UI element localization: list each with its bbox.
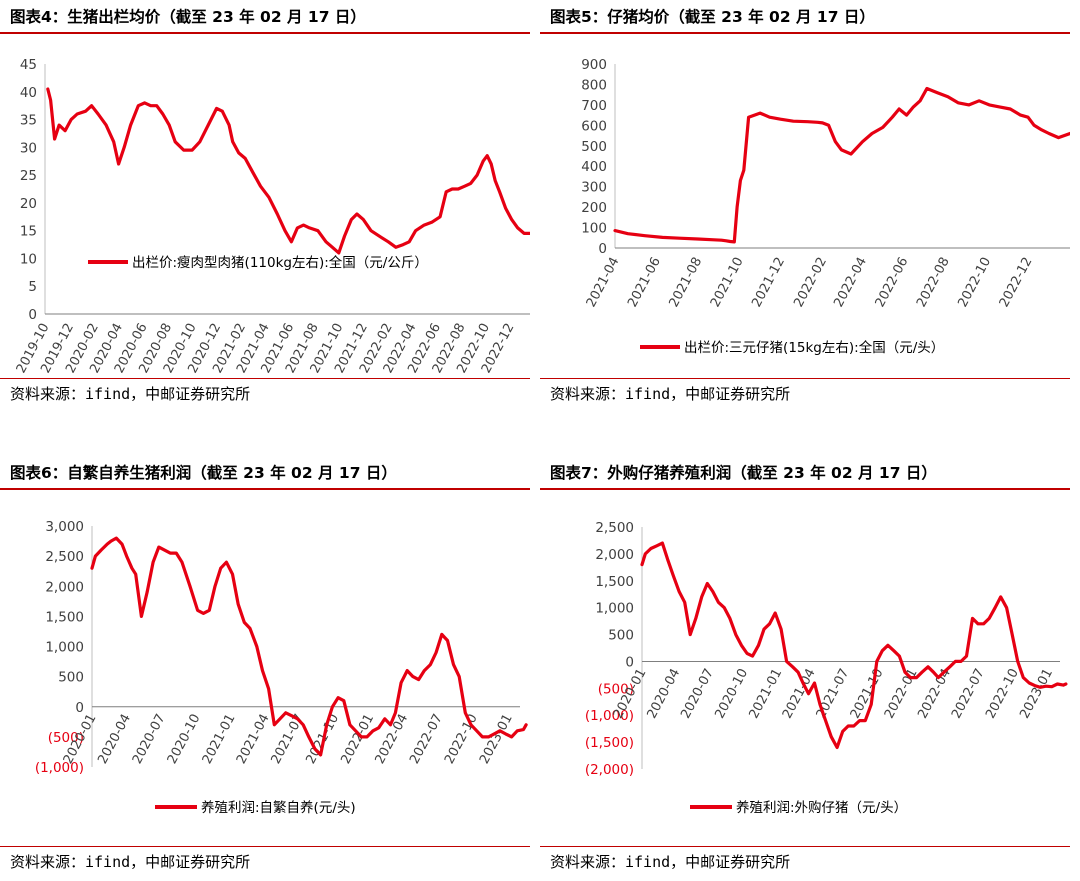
x-tick-label: 2021-06 (625, 255, 664, 310)
x-tick-label: 2021-12 (749, 255, 788, 310)
y-tick-label: 20 (20, 196, 37, 212)
source-note: 资料来源：ifind，中邮证券研究所 (540, 378, 1070, 408)
source-note: 资料来源：ifind，中邮证券研究所 (540, 846, 1070, 876)
panel-hog-price: 图表4：生猪出栏均价（截至 23 年 02 月 17 日） 0 5 10 15 20 25… (0, 0, 530, 412)
y-tick-label: 900 (581, 57, 607, 73)
x-tick-label: 2022-10 (983, 666, 1022, 721)
y-tick-label: 2,500 (45, 549, 84, 565)
x-tick-label: 2020-07 (130, 712, 169, 767)
self-bred-profit-line-chart: (1,000) (500) 0 500 1,000 1,500 2,000 2,500 3,00… (35, 519, 528, 816)
y-tick-label: 30 (20, 140, 37, 156)
x-tick-label: 2021-07 (814, 666, 853, 721)
y-tick-label: 400 (581, 159, 607, 175)
y-tick-label: 200 (581, 200, 607, 216)
y-tick-label: (500) (48, 730, 84, 746)
x-tick-label: 2022-10 (955, 255, 994, 310)
y-tick-label: 600 (581, 118, 607, 134)
x-tick-label: 2020-04 (95, 712, 134, 767)
y-tick-label: 0 (625, 654, 634, 670)
chart-title: 图表5：仔猪均价（截至 23 年 02 月 17 日） (540, 0, 1070, 34)
y-tick-label: 500 (581, 139, 607, 155)
series-line (640, 541, 1068, 750)
y-tick-label: 0 (28, 307, 37, 323)
x-tick-label: 2022-12 (997, 255, 1036, 310)
y-tick-label: 35 (20, 113, 37, 129)
y-tick-label: 1,000 (45, 640, 84, 656)
hog-price-line-chart: 0510152025303540452019-102019-122020-022… (14, 57, 530, 376)
legend-label: 养殖利润:外购仔猪（元/头） (736, 799, 907, 816)
y-tick-label: 0 (75, 700, 84, 716)
y-tick-label: (2,000) (585, 762, 634, 778)
series-line (90, 536, 528, 757)
x-tick-label: 2020-10 (165, 712, 204, 767)
panel-purchased-piglet-profit: 图表7：外购仔猪养殖利润（截至 23 年 02 月 17 日） (2,000)(… (540, 456, 1070, 881)
panel-self-bred-profit: 图表6：自繁自养生猪利润（截至 23 年 02 月 17 日） (1,000)(… (0, 456, 530, 881)
x-tick-label: 2020-10 (712, 666, 751, 721)
y-tick-label: 800 (581, 77, 607, 93)
legend-label: 出栏价:瘦肉型肉猪(110kg左右):全国（元/公斤） (132, 254, 428, 271)
y-tick-label: 40 (20, 85, 37, 101)
y-tick-label: 2,000 (45, 579, 84, 595)
x-tick-label: 2020-04 (645, 666, 684, 721)
y-tick-label: 2,500 (595, 520, 634, 536)
x-tick-label: 2022-01 (338, 712, 377, 767)
y-tick-label: 25 (20, 168, 37, 184)
series-line (46, 87, 530, 255)
y-tick-label: 100 (581, 221, 607, 237)
x-tick-label: 2022-10 (442, 712, 481, 767)
y-tick-label: 1,500 (595, 574, 634, 590)
x-tick-label: 2021-04 (234, 712, 273, 767)
x-tick-label: 2021-10 (708, 255, 747, 310)
y-tick-label: 3,000 (45, 519, 84, 535)
x-tick-label: 2022-04 (831, 255, 870, 310)
x-tick-label: 2022-07 (949, 666, 988, 721)
y-tick-label: 2,000 (595, 547, 634, 563)
y-tick-label: 10 (20, 251, 37, 267)
y-tick-label: 300 (581, 180, 607, 196)
source-note: 资料来源：ifind，中邮证券研究所 (0, 378, 530, 408)
x-tick-label: 2022-06 (873, 255, 912, 310)
y-tick-label: (500) (598, 681, 634, 697)
chart-title: 图表4：生猪出栏均价（截至 23 年 02 月 17 日） (0, 0, 530, 34)
x-tick-label: 2022-08 (914, 255, 953, 310)
x-tick-label: 2020-07 (678, 666, 717, 721)
y-tick-label: 45 (20, 57, 37, 73)
chart-title: 图表7：外购仔猪养殖利润（截至 23 年 02 月 17 日） (540, 456, 1070, 490)
y-tick-label: 500 (608, 628, 634, 644)
y-tick-label: (1,500) (585, 735, 634, 751)
panel-piglet-price: 图表5：仔猪均价（截至 23 年 02 月 17 日） 0 100 200 300 40… (540, 0, 1070, 412)
x-tick-label: 2022-07 (407, 712, 446, 767)
series-line (613, 86, 1070, 244)
legend-label: 养殖利润:自繁自养(元/头) (201, 799, 356, 816)
x-tick-label: 2021-01 (200, 712, 239, 767)
chart-title: 图表6：自繁自养生猪利润（截至 23 年 02 月 17 日） (0, 456, 530, 490)
y-tick-label: 0 (598, 241, 607, 257)
y-tick-label: 500 (58, 670, 84, 686)
y-tick-label: 15 (20, 224, 37, 240)
x-tick-label: 2023-01 (477, 712, 516, 767)
purchased-piglet-profit-line-chart: (2,000) (1,500) (1,000) (500) 0 500 1,000 1,500… (585, 520, 1068, 816)
y-tick-label: (1,000) (585, 708, 634, 724)
y-tick-label: 5 (28, 279, 37, 295)
x-tick-label: 2021-08 (667, 255, 706, 310)
x-tick-label: 2021-04 (584, 255, 623, 310)
y-tick-label: 1,500 (45, 609, 84, 625)
legend-label: 出栏价:三元仔猪(15kg左右):全国（元/头） (684, 339, 944, 356)
y-tick-label: 1,000 (595, 601, 634, 617)
source-note: 资料来源：ifind，中邮证券研究所 (0, 846, 530, 876)
y-tick-label: (1,000) (35, 760, 84, 776)
x-tick-label: 2022-02 (791, 255, 830, 310)
y-tick-label: 700 (581, 98, 607, 114)
